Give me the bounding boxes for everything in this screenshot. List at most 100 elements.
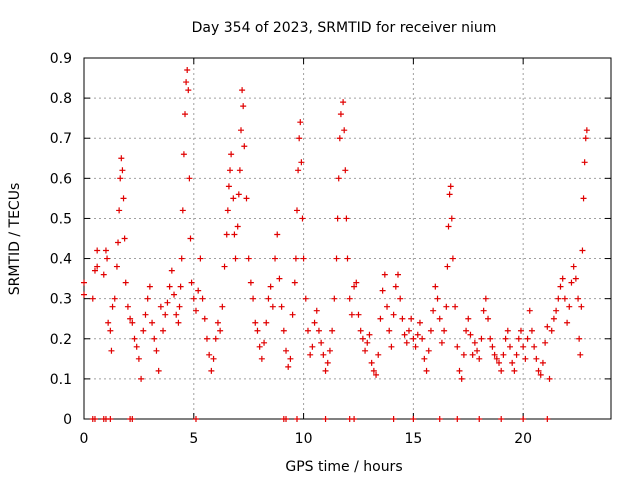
data-point [140, 327, 147, 334]
data-point [206, 351, 213, 358]
data-point [412, 343, 419, 350]
data-point [331, 295, 338, 302]
data-point [199, 295, 206, 302]
data-point [91, 267, 98, 274]
y-tick-label: 0 [63, 412, 72, 428]
data-point [577, 351, 584, 358]
data-point [179, 207, 186, 214]
data-point [184, 67, 191, 74]
x-axis-label: GPS time / hours [285, 459, 402, 475]
data-point [355, 311, 362, 318]
data-point [548, 327, 555, 334]
data-point [498, 367, 505, 374]
data-point [480, 307, 487, 314]
y-tick-label: 0.5 [50, 211, 72, 227]
data-point [509, 359, 516, 366]
data-point [357, 327, 364, 334]
data-point [131, 335, 138, 342]
data-point [515, 335, 522, 342]
data-point [526, 307, 533, 314]
data-point [105, 319, 112, 326]
data-point [456, 367, 463, 374]
data-point [235, 191, 242, 198]
data-point [311, 319, 318, 326]
data-point [228, 151, 235, 158]
data-point [190, 295, 197, 302]
data-point [117, 175, 124, 182]
data-point [506, 343, 513, 350]
data-point [351, 416, 358, 422]
x-tick-label: 10 [295, 431, 313, 447]
data-point [550, 315, 557, 322]
data-point [300, 255, 307, 262]
data-point [217, 327, 224, 334]
data-point [166, 283, 173, 290]
data-point [111, 295, 118, 302]
data-point [155, 367, 162, 374]
data-point [575, 295, 582, 302]
data-point [335, 175, 342, 182]
data-point [359, 335, 366, 342]
data-point [225, 183, 232, 190]
data-point [173, 311, 180, 318]
data-point [544, 323, 551, 330]
data-point [315, 327, 322, 334]
data-point [444, 263, 451, 270]
data-point [520, 416, 527, 422]
data-point [265, 295, 272, 302]
data-point [436, 416, 443, 422]
data-point [240, 103, 247, 110]
data-point [343, 215, 350, 222]
y-tick-label: 0.9 [50, 51, 72, 67]
data-point [118, 155, 125, 162]
data-point [410, 335, 417, 342]
data-point [379, 287, 386, 294]
data-point [175, 319, 182, 326]
data-point [297, 119, 304, 126]
data-point [370, 367, 377, 374]
data-point [324, 359, 331, 366]
data-point [531, 343, 538, 350]
data-point [227, 167, 234, 174]
data-point [180, 151, 187, 158]
data-point [108, 347, 115, 354]
data-point [201, 315, 208, 322]
x-tick-label: 15 [404, 431, 422, 447]
data-point [149, 319, 156, 326]
data-point [430, 307, 437, 314]
data-point [292, 255, 299, 262]
data-point [274, 231, 281, 238]
data-point [258, 355, 265, 362]
data-point [91, 416, 98, 422]
y-tick-label: 0.4 [50, 252, 72, 268]
data-point [230, 195, 237, 202]
data-point [403, 339, 410, 346]
data-point [185, 87, 192, 94]
y-tick-label: 0.3 [50, 292, 72, 308]
data-point [133, 343, 140, 350]
data-point [405, 327, 412, 334]
data-point [419, 335, 426, 342]
data-point [520, 343, 527, 350]
data-point [375, 351, 382, 358]
data-point [239, 87, 246, 94]
data-point [500, 351, 507, 358]
data-point [192, 416, 199, 422]
data-point [221, 263, 228, 270]
data-point [219, 303, 226, 310]
data-point [580, 195, 587, 202]
data-point [231, 231, 238, 238]
data-point [234, 223, 241, 230]
data-point [186, 175, 193, 182]
data-point [256, 343, 263, 350]
data-point [122, 279, 129, 286]
data-point [89, 295, 96, 302]
data-point [438, 339, 445, 346]
y-axis-label: SRMTID / TECUs [7, 183, 23, 296]
data-point [107, 416, 114, 422]
data-point [579, 247, 586, 254]
data-point [410, 416, 417, 422]
data-point [104, 255, 111, 262]
data-point [296, 135, 303, 142]
data-point [183, 79, 190, 86]
